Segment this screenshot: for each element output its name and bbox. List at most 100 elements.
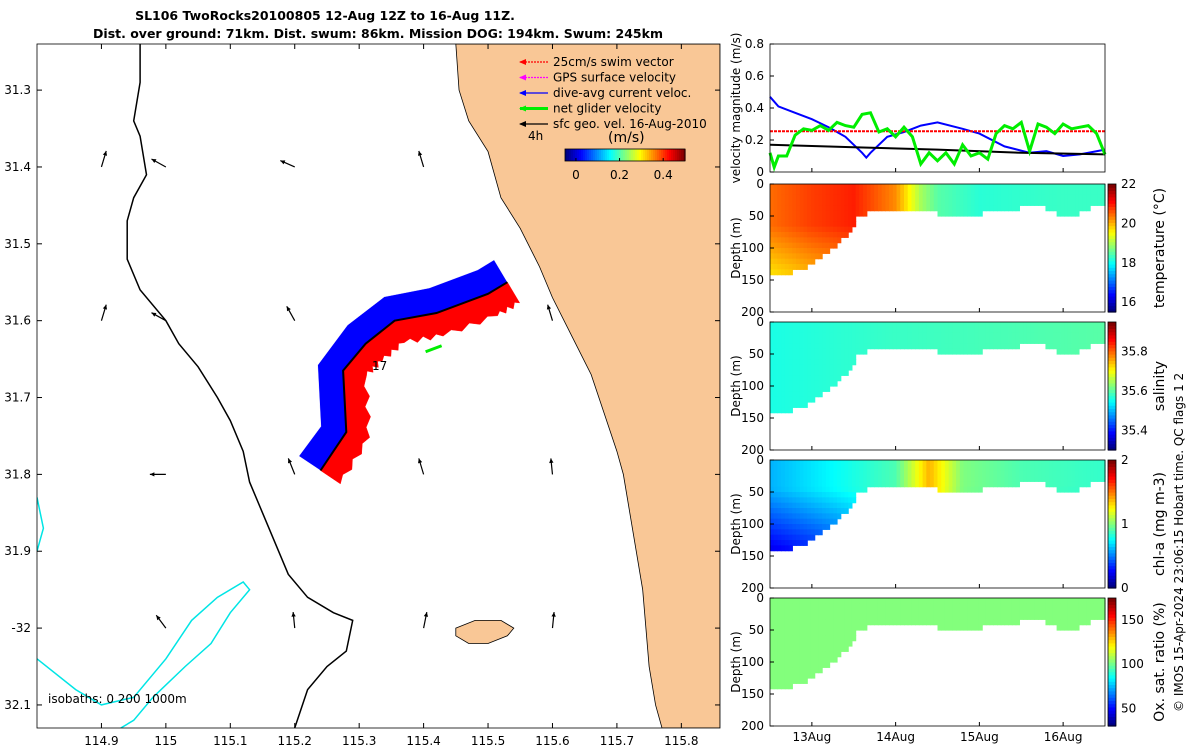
chl-cell	[822, 502, 827, 509]
oxygen-cell	[777, 656, 782, 663]
chl-cell	[1067, 460, 1073, 466]
salinity-cell	[781, 364, 786, 371]
salinity-cell	[829, 364, 834, 371]
colorbar-label: chl-a (mg m-3)	[1152, 472, 1168, 576]
oxygen-cell	[777, 608, 782, 615]
oxygen-cell	[829, 598, 834, 604]
temperature-cell	[773, 184, 779, 190]
chl-cell	[1045, 470, 1050, 477]
salinity-cell	[807, 375, 812, 382]
oxygen-cell	[818, 651, 823, 658]
oxygen-cell	[773, 619, 779, 626]
oxygen-cell	[1038, 608, 1043, 615]
oxygen-cell	[818, 640, 823, 647]
chl-cell	[959, 470, 965, 477]
temperature-cell	[829, 200, 834, 206]
temperature-cell	[773, 232, 779, 238]
temperature-cell	[788, 200, 793, 206]
temperature-cell	[985, 184, 991, 190]
salinity-cell	[829, 380, 834, 387]
chl-cell	[777, 460, 782, 466]
oxygen-cell	[792, 630, 797, 636]
oxygen-cell	[1045, 598, 1050, 604]
temperature-cell	[833, 210, 838, 217]
oxygen-cell	[825, 608, 831, 615]
oxygen-cell	[1008, 619, 1013, 626]
oxygen-cell	[810, 619, 816, 626]
salinity-cell	[822, 380, 827, 387]
oxygen-cell	[814, 651, 819, 658]
oxygen-cell	[837, 646, 842, 652]
temperature-cell	[825, 237, 831, 244]
colorbar-segment	[1108, 540, 1116, 544]
colorbar-segment	[589, 149, 592, 161]
colorbar-segment	[607, 149, 610, 161]
chl-cell	[810, 481, 816, 488]
temperature-cell	[781, 184, 786, 190]
temperature-cell	[814, 232, 819, 238]
temperature-cell	[941, 200, 946, 206]
temperature-cell	[1038, 194, 1043, 201]
oxygen-cell	[796, 640, 801, 647]
salinity-cell	[818, 348, 823, 355]
salinity-cell	[1045, 338, 1050, 344]
temperature-cell	[799, 189, 805, 196]
salinity-cell	[770, 354, 775, 360]
colorbar-segment	[613, 149, 616, 161]
temperature-cell	[777, 258, 782, 265]
temperature-cell	[1023, 189, 1028, 196]
salinity-cell	[773, 359, 779, 366]
chl-cell	[818, 481, 823, 488]
chl-cell	[803, 465, 808, 472]
temperature-cell	[803, 226, 808, 233]
temperature-cell	[770, 194, 775, 201]
oxygen-cell	[810, 608, 816, 615]
colorbar-frame	[1107, 321, 1117, 451]
oxygen-cell	[792, 667, 797, 674]
temperature-cell	[792, 248, 797, 254]
chl-cell	[1082, 481, 1087, 488]
colorbar-segment	[617, 149, 620, 161]
chl-cell	[911, 470, 916, 477]
chl-cell	[777, 513, 782, 520]
chl-cell	[851, 481, 857, 488]
temperature-cell	[844, 189, 849, 196]
chl-cell	[874, 476, 879, 482]
chl-cell	[959, 476, 965, 482]
chl-cell	[770, 492, 775, 498]
temperature-cell	[937, 210, 942, 217]
salinity-cell	[784, 322, 790, 328]
oxygen-cell	[1067, 614, 1073, 620]
oxygen-cell	[877, 608, 883, 615]
salinity-cell	[1071, 338, 1076, 344]
oxygen-cell	[1030, 608, 1035, 615]
salinity-cell	[1000, 338, 1006, 344]
chl-cell	[892, 481, 898, 488]
oxygen-cell	[770, 598, 775, 604]
chl-cell	[833, 513, 838, 520]
temperature-cell	[777, 269, 782, 276]
chl-cell	[989, 470, 994, 477]
chl-cell	[941, 465, 946, 472]
oxygen-cell	[833, 640, 838, 647]
oxygen-cell	[952, 614, 957, 620]
chl-cell	[784, 540, 790, 546]
temperature-cell	[796, 205, 801, 212]
salinity-cell	[907, 322, 913, 328]
temperature-cell	[848, 189, 853, 196]
salinity-cell	[810, 391, 816, 398]
chl-cell	[833, 465, 838, 472]
salinity-cell	[818, 354, 823, 360]
salinity-cell	[993, 322, 998, 328]
oxygen-cell	[803, 640, 808, 647]
oxygen-cell	[803, 656, 808, 663]
oxygen-cell	[844, 640, 849, 647]
oxygen-cell	[799, 619, 805, 626]
oxygen-cell	[1064, 624, 1069, 631]
temperature-cell	[825, 210, 831, 217]
colorbar-segment	[1108, 543, 1116, 547]
temperature-cell	[788, 264, 793, 270]
salinity-cell	[796, 359, 801, 366]
temperature-cell	[814, 189, 819, 196]
oxygen-cell	[971, 624, 976, 631]
